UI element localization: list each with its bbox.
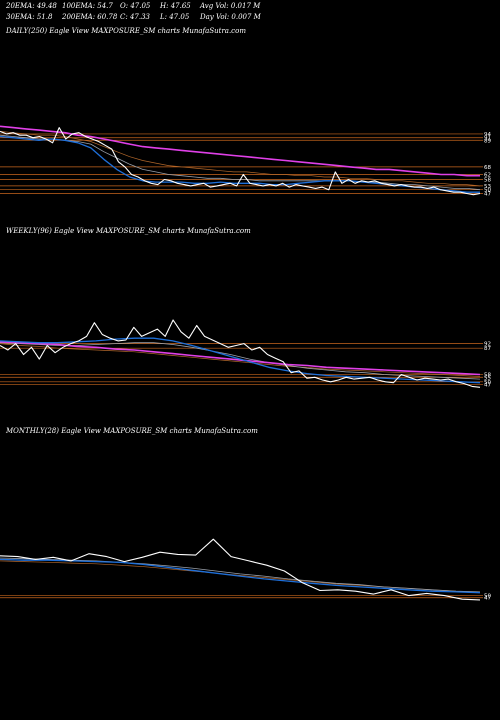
price-level-label: 55 — [484, 375, 491, 381]
price-level-label: 68 — [484, 165, 491, 171]
price-level-label: 53 — [484, 184, 491, 190]
stat-20ema: 20EMA: 49.48 — [6, 2, 57, 10]
ema-fast-line — [0, 135, 480, 193]
price-level-label: 91 — [484, 136, 491, 142]
price-level-label: 58 — [484, 373, 491, 379]
price-level-label: 89 — [484, 138, 491, 144]
price-level-label: 58 — [484, 178, 491, 184]
stat-30ema: 30EMA: 51.8 — [6, 13, 53, 21]
ema-brown-line — [0, 131, 481, 187]
ema-slow-line — [0, 125, 480, 177]
price-level-label: 50 — [484, 594, 491, 600]
price-line — [0, 319, 481, 388]
stat-close: C: 47.33 — [120, 13, 150, 21]
monthly-chart-title: MONTHLY(28) Eagle View MAXPOSURE_SM char… — [6, 427, 258, 435]
stat-open: O: 47.05 — [120, 2, 151, 10]
price-level-label: 50 — [484, 380, 491, 386]
price-level-label: 87 — [484, 346, 491, 352]
price-level-label: 92 — [484, 342, 491, 348]
price-level-label: 94 — [484, 132, 491, 138]
stat-high: H: 47.65 — [160, 2, 191, 10]
price-level-label: 50 — [484, 188, 491, 194]
stat-100ema: 100EMA: 54.7 — [62, 2, 113, 10]
price-line — [0, 127, 481, 196]
price-level-label: 47 — [484, 383, 491, 389]
daily-chart-title: DAILY(250) Eagle View MAXPOSURE_SM chart… — [6, 27, 246, 35]
stat-avg-vol: Avg Vol: 0.017 M — [200, 2, 261, 10]
ema-fast-line — [0, 558, 481, 594]
price-level-label: 47 — [484, 191, 491, 197]
ema-mid-line — [0, 557, 481, 593]
stat-200ema: 200EMA: 60.78 — [62, 13, 118, 21]
price-line — [0, 538, 481, 601]
ema-brown-line — [0, 343, 481, 377]
stat-day-vol: Day Vol: 0.007 M — [200, 13, 261, 21]
ema-slow-line — [0, 341, 481, 376]
weekly-chart-title: WEEKLY(96) Eagle View MAXPOSURE_SM chart… — [6, 227, 251, 235]
price-level-label: 47 — [484, 596, 491, 602]
stat-low: L: 47.05 — [160, 13, 190, 21]
price-level-label: 62 — [484, 172, 491, 178]
ema-fast-line — [0, 337, 481, 384]
